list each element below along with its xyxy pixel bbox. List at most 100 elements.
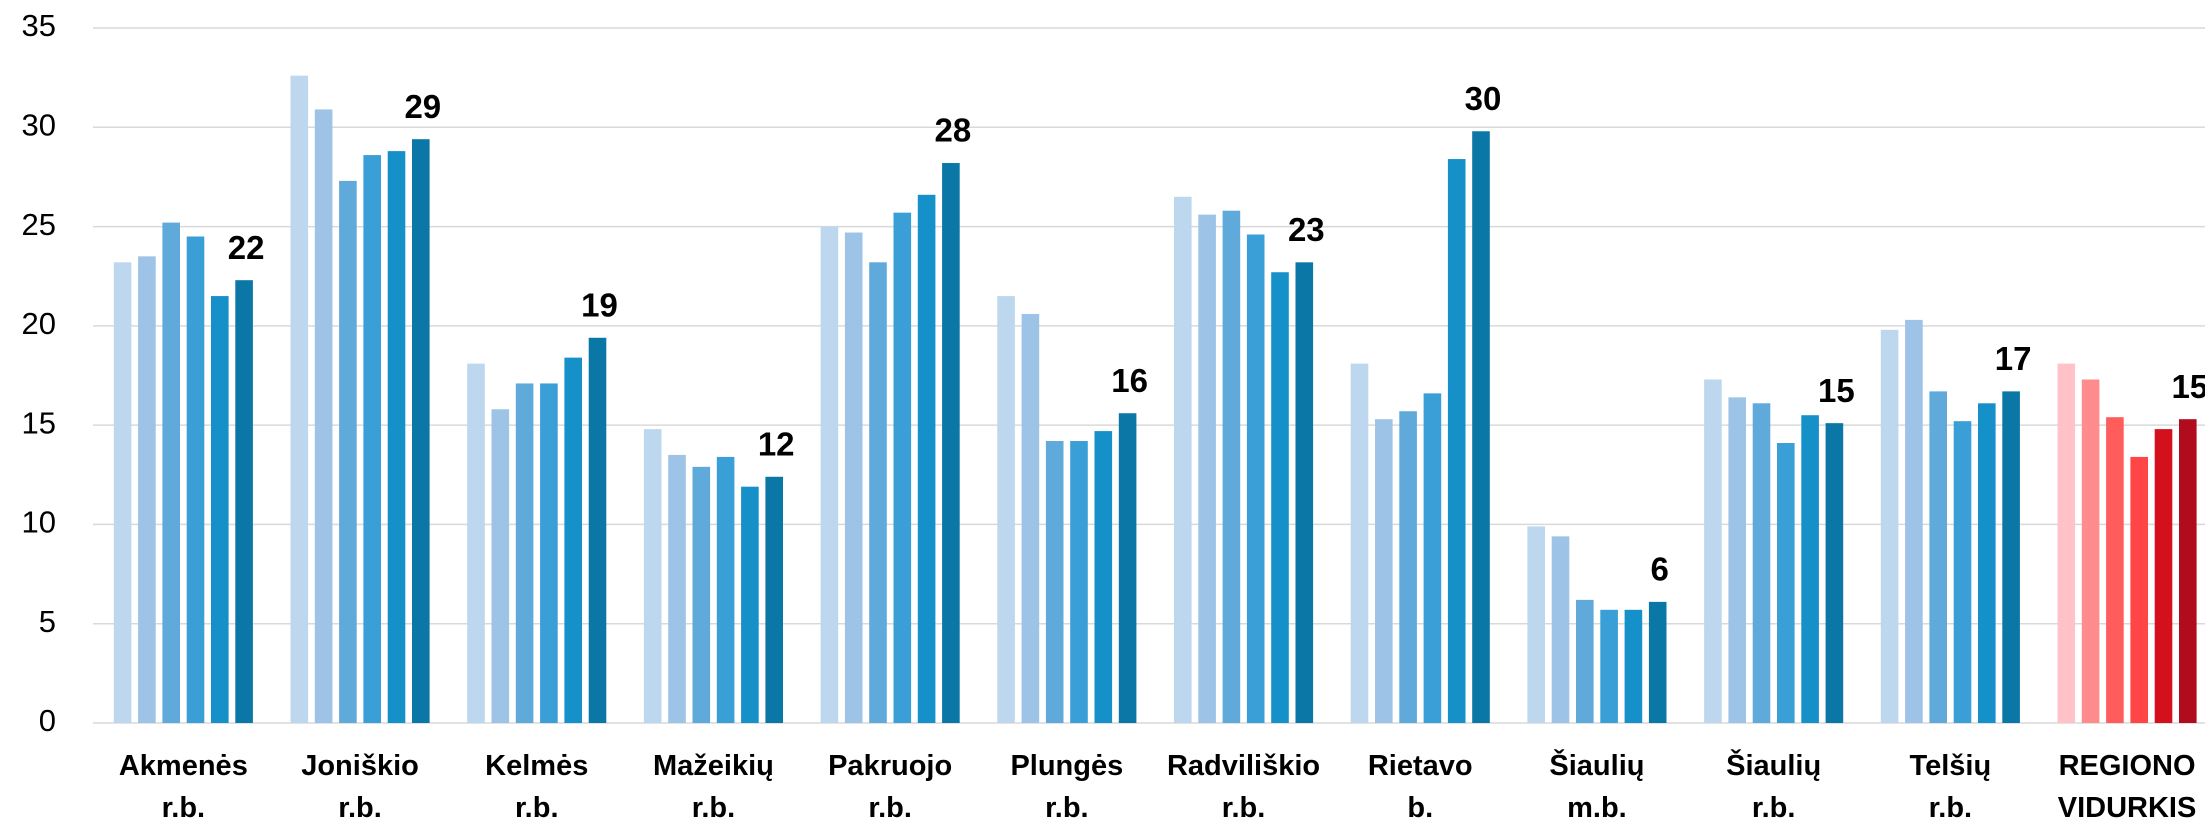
data-label: 22	[228, 229, 265, 266]
data-label: 15	[1818, 372, 1855, 409]
x-tick-label-line: r.b.	[162, 792, 206, 823]
y-tick-label: 20	[22, 306, 56, 341]
x-tick-label-line: r.b.	[515, 792, 559, 823]
bar	[1423, 393, 1442, 723]
bar	[1527, 526, 1545, 723]
bar	[2130, 456, 2148, 723]
x-tick-label-line: Rietavo	[1368, 750, 1473, 782]
bar	[1045, 441, 1064, 723]
x-tick-label: Plungės r.b.	[1010, 750, 1123, 823]
bar	[997, 296, 1015, 723]
bar	[1174, 196, 1192, 724]
data-label: 15	[2171, 368, 2205, 405]
bar	[692, 466, 711, 723]
bar	[869, 262, 887, 723]
data-label: 28	[935, 112, 972, 149]
x-tick-label: Mažeikių r.b.	[653, 750, 774, 823]
x-tick-label-line: r.b.	[1752, 792, 1796, 823]
bar	[515, 383, 534, 723]
y-tick-label: 0	[39, 703, 56, 738]
x-tick-label: Rietavo b.	[1368, 750, 1473, 823]
bar	[1271, 272, 1289, 723]
bar	[1472, 131, 1490, 723]
x-tick-label-line: Kelmės	[485, 750, 588, 782]
bar	[564, 357, 582, 723]
bar	[1929, 391, 1947, 723]
data-label: 16	[1111, 362, 1148, 399]
data-label: 19	[581, 286, 618, 323]
y-tick-label: 5	[39, 604, 56, 639]
x-tick-label-line: m.b.	[1567, 792, 1627, 823]
data-label: 17	[1995, 340, 2032, 377]
bar	[2002, 391, 2020, 723]
y-tick-label: 30	[22, 107, 56, 142]
x-tick-label: Radviliškio r.b.	[1167, 750, 1320, 823]
bar	[1704, 379, 1722, 723]
x-tick-label: Šiaulių m.b.	[1549, 748, 1644, 823]
bar	[741, 486, 759, 723]
bar	[942, 163, 960, 723]
bar	[211, 296, 229, 723]
bar	[162, 222, 180, 723]
bar	[235, 280, 253, 723]
bar	[1350, 363, 1369, 723]
bar	[186, 236, 205, 723]
bar	[1551, 536, 1570, 723]
data-label: 30	[1465, 80, 1502, 117]
bar	[765, 476, 783, 723]
x-tick-label-line: r.b.	[1045, 792, 1089, 823]
x-tick-label: Akmenės r.b.	[119, 750, 248, 823]
x-tick-label-line: r.b.	[692, 792, 736, 823]
data-label: 12	[758, 425, 795, 462]
x-tick-label-line: Šiaulių	[1549, 748, 1644, 782]
bar	[1447, 159, 1466, 724]
bar	[588, 337, 607, 723]
x-tick-label-line: Mažeikių	[653, 750, 774, 782]
x-tick-label-line: r.b.	[868, 792, 912, 823]
bar	[1953, 421, 1972, 723]
bar	[716, 456, 735, 723]
x-tick-label-line: Pakruojo	[828, 750, 952, 782]
x-tick-label: REGIONO VIDURKIS	[2058, 750, 2197, 823]
bar	[1576, 599, 1594, 723]
x-tick-label-line: Telšių	[1910, 750, 1992, 782]
x-tick-label-line: Šiaulių	[1726, 748, 1821, 782]
x-tick-label-line: r.b.	[1222, 792, 1266, 823]
bar	[2154, 429, 2173, 723]
bar	[290, 75, 309, 723]
bar	[1295, 262, 1314, 723]
x-tick-label-line: r.b.	[338, 792, 382, 823]
bar	[2081, 379, 2100, 723]
bar	[363, 155, 381, 724]
bar	[1198, 214, 1216, 723]
bar	[1118, 413, 1137, 723]
y-tick-label: 25	[22, 207, 56, 242]
bar	[1880, 329, 1899, 723]
x-tick-label-line: r.b.	[1929, 792, 1973, 823]
bar	[1825, 423, 1844, 723]
x-tick-label-line: Akmenės	[119, 750, 248, 782]
bar	[1777, 443, 1795, 723]
bar	[1728, 397, 1746, 723]
x-tick-label: Joniškio r.b.	[301, 750, 419, 823]
y-tick-label: 35	[22, 8, 56, 43]
bar	[893, 212, 912, 723]
bar	[2057, 363, 2076, 723]
x-tick-label-line: REGIONO	[2059, 750, 2196, 782]
bar	[643, 429, 662, 723]
bar	[820, 226, 839, 724]
bar	[339, 180, 357, 723]
x-tick-label-line: Plungės	[1010, 750, 1123, 782]
bar	[1624, 609, 1643, 723]
x-tick-label-line: Radviliškio	[1167, 750, 1320, 782]
bar	[1375, 419, 1393, 723]
bar	[1399, 411, 1417, 723]
x-tick-label: Pakruojo r.b.	[828, 750, 952, 823]
y-tick-label: 10	[22, 505, 56, 540]
bar	[138, 256, 156, 723]
bar	[1021, 313, 1040, 723]
bar	[2106, 417, 2124, 723]
x-tick-label: Kelmės r.b.	[485, 750, 588, 823]
